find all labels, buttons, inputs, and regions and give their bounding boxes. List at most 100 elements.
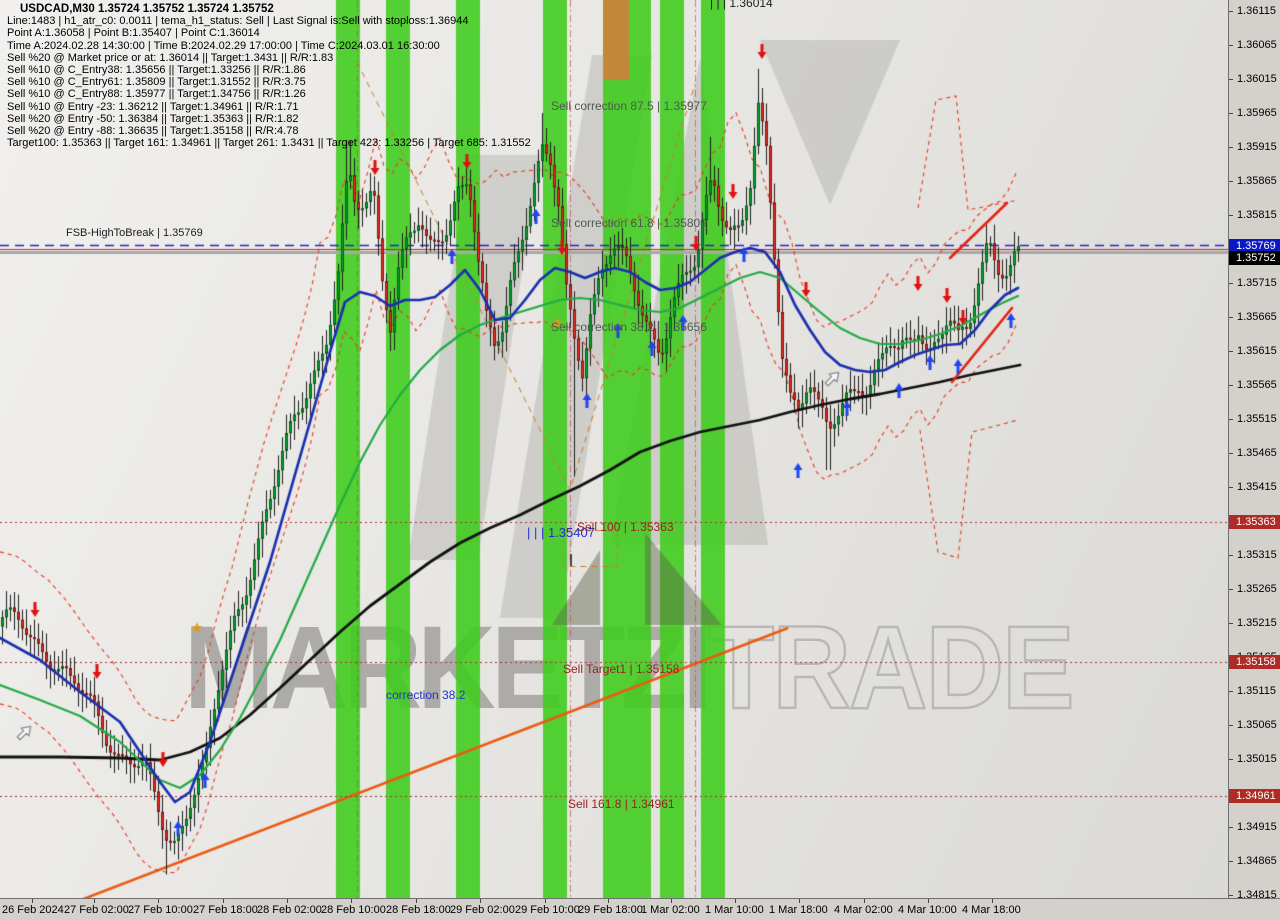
price-badge-1.35158: 1.35158 (1229, 654, 1280, 669)
price-axis[interactable]: 1.36115 1.36065 1.36015 1.35965 1.35915 1.358… (1228, 0, 1280, 901)
time-label: 28 Feb 18:00 (386, 904, 451, 916)
info-line-5: Sell %10 @ C_Entry38: 1.35656 || Target:… (7, 64, 306, 77)
point-c-marker: | | | 1.36014 (710, 0, 773, 10)
fsb-high-to-break-label: FSB-HighToBreak | 1.35769 (66, 227, 203, 239)
price-label: 1.35865 (1237, 175, 1277, 187)
price-label: 1.35565 (1237, 379, 1277, 391)
price-tick (1229, 79, 1233, 80)
price-label: 1.35715 (1237, 277, 1277, 289)
time-tick (735, 899, 736, 903)
time-label: 29 Feb 10:00 (515, 904, 580, 916)
price-tick (1229, 725, 1233, 726)
time-tick (32, 899, 33, 903)
price-tick (1229, 453, 1233, 454)
time-tick (992, 899, 993, 903)
price-label: 1.35265 (1237, 583, 1277, 595)
price-badge-1.35769: 1.35769 (1229, 239, 1280, 254)
price-badge-1.35752: 1.35752 (1229, 250, 1280, 265)
price-label: 1.34865 (1237, 855, 1277, 867)
chart-area: MARKETZITRADE USDCAD,M30 1.35724 1.35752… (0, 0, 1228, 898)
price-label: 1.35215 (1237, 617, 1277, 629)
time-label: 1 Mar 10:00 (705, 904, 764, 916)
price-tick (1229, 45, 1233, 46)
price-tick (1229, 895, 1233, 896)
time-label: 28 Feb 10:00 (321, 904, 386, 916)
sell-correction-618: Sell correction 61.8 | 1.35809 (551, 216, 707, 230)
sell-correction-875: Sell correction 87.5 | 1.35977 (551, 99, 707, 113)
info-line-2: Point A:1.36058 | Point B:1.35407 | Poin… (7, 27, 260, 40)
price-tick (1229, 11, 1233, 12)
sell-target1-label: Sell Target1 | 1.35158 (563, 662, 680, 676)
info-line-8: Sell %10 @ Entry -23: 1.36212 || Target:… (7, 100, 299, 113)
price-label: 1.35665 (1237, 311, 1277, 323)
price-tick (1229, 759, 1233, 760)
price-tick (1229, 487, 1233, 488)
price-label: 1.35915 (1237, 141, 1277, 153)
time-tick (608, 899, 609, 903)
time-tick (545, 899, 546, 903)
info-line-10: Sell %20 @ Entry -88: 1.36635 || Target:… (7, 125, 299, 138)
info-line-1: Line:1483 | h1_atr_c0: 0.0011 | tema_h1_… (7, 15, 469, 28)
time-tick (928, 899, 929, 903)
price-tick (1229, 317, 1233, 318)
time-axis[interactable]: 26 Feb 2024 27 Feb 02:00 27 Feb 10:00 27 Fe… (0, 898, 1280, 920)
correction-382-label: correction 38.2 (386, 688, 466, 702)
price-label: 1.35315 (1237, 549, 1277, 561)
price-badge-1.34961: 1.34961 (1229, 788, 1280, 803)
price-tick (1229, 385, 1233, 386)
point-b-marker: | | | 1.35407 (527, 525, 595, 540)
time-label: 4 Mar 10:00 (898, 904, 957, 916)
price-tick (1229, 181, 1233, 182)
price-tick (1229, 113, 1233, 114)
price-label: 1.36065 (1237, 39, 1277, 51)
time-label: 1 Mar 18:00 (769, 904, 828, 916)
price-label: 1.35015 (1237, 753, 1277, 765)
price-label: 1.36015 (1237, 73, 1277, 85)
price-label: 1.35815 (1237, 209, 1277, 221)
price-label: 1.35615 (1237, 345, 1277, 357)
price-tick (1229, 283, 1233, 284)
time-label: 4 Mar 02:00 (834, 904, 893, 916)
info-line-11: Target100: 1.35363 || Target 161: 1.3496… (7, 137, 531, 150)
time-label: 27 Feb 18:00 (193, 904, 258, 916)
price-label: 1.35465 (1237, 447, 1277, 459)
time-label: 29 Feb 18:00 (578, 904, 643, 916)
price-tick (1229, 419, 1233, 420)
time-tick (799, 899, 800, 903)
price-tick (1229, 691, 1233, 692)
time-tick (351, 899, 352, 903)
price-tick (1229, 147, 1233, 148)
price-tick (1229, 827, 1233, 828)
quote-info-panel: USDCAD,M30 1.35724 1.35752 1.35724 1.357… (7, 3, 531, 149)
price-tick (1229, 589, 1233, 590)
price-tick (1229, 861, 1233, 862)
sell-1618-label: Sell 161.8 | 1.34961 (568, 797, 675, 811)
price-label: 1.35115 (1237, 685, 1276, 697)
time-tick (480, 899, 481, 903)
price-label: 1.35415 (1237, 481, 1277, 493)
price-badge-1.35363: 1.35363 (1229, 515, 1280, 530)
time-tick (158, 899, 159, 903)
time-label: 28 Feb 02:00 (257, 904, 322, 916)
info-line-0: USDCAD,M30 1.35724 1.35752 1.35724 1.357… (20, 3, 274, 15)
info-line-4: Sell %20 @ Market price or at: 1.36014 |… (7, 51, 334, 64)
time-tick (864, 899, 865, 903)
info-line-7: Sell %10 @ C_Entry88: 1.35977 || Target:… (7, 88, 306, 101)
time-tick (94, 899, 95, 903)
sell-correction-382: Sell correction 38.2 | 1.35656 (551, 320, 707, 334)
time-label: 1 Mar 02:00 (641, 904, 700, 916)
price-label: 1.36115 (1237, 5, 1276, 17)
price-tick (1229, 555, 1233, 556)
time-tick (671, 899, 672, 903)
sell-100-label: Sell 100 | 1.35363 (577, 520, 674, 534)
price-label: 1.35965 (1237, 107, 1277, 119)
price-tick (1229, 351, 1233, 352)
time-label: 4 Mar 18:00 (962, 904, 1021, 916)
price-label: 1.35065 (1237, 719, 1277, 731)
info-line-9: Sell %20 @ Entry -50: 1.36384 || Target:… (7, 112, 299, 125)
time-tick (416, 899, 417, 903)
price-chart-canvas[interactable] (0, 0, 1228, 898)
time-tick (287, 899, 288, 903)
time-tick (223, 899, 224, 903)
